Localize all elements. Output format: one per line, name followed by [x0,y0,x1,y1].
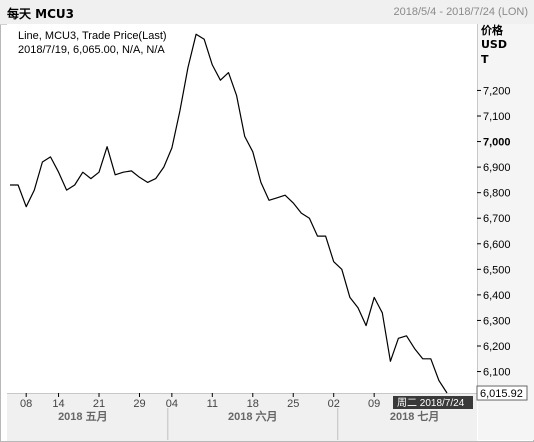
x-tick-label: 04 [166,398,178,410]
y-tick-label: 6,900 [483,162,511,174]
x-tick-label: 21 [93,398,105,410]
plot-area[interactable] [7,24,478,392]
x-tick-label: 11 [207,398,218,410]
chart-header: 每天 MCU3 2018/5/4 - 2018/7/24 (LON) [0,0,534,25]
y-tick-label: 7,000 [483,137,511,149]
x-tick-label: 25 [287,398,299,410]
y-axis-panel [478,24,534,440]
y-tick-label: 6,700 [483,213,511,225]
legend-series-line: Line, MCU3, Trade Price(Last) [18,30,167,42]
crosshair-date-label: 周二 2018/7/24 [397,397,465,409]
chart-instrument-title: 每天 MCU3 [7,7,75,21]
y-unit-currency: USD [481,38,507,51]
y-tick-label: 6,100 [483,367,511,379]
date-range-label: 2018/5/4 - 2018/7/24 (LON) [393,6,528,18]
legend-value-line: 2018/7/19, 6,065.00, N/A, N/A [18,44,165,56]
y-tick-label: 6,300 [483,315,511,327]
y-tick-label: 6,600 [483,239,511,251]
y-tick-label: 6,800 [483,188,511,200]
y-unit-tonne: T [481,53,489,66]
y-tick-label: 7,100 [483,111,511,123]
x-tick-label: 14 [52,398,64,410]
y-tick-label: 7,200 [483,85,511,97]
y-tick-label: 6,200 [483,341,511,353]
crosshair-date-box [393,396,473,409]
x-tick-label: 09 [368,398,380,410]
x-tick-label: 08 [20,398,32,410]
y-tick-label: 6,500 [483,264,511,276]
last-price-label: 6,015.92 [480,388,523,400]
chart-legend: Line, MCU3, Trade Price(Last) 2018/7/19,… [18,29,167,57]
price-line [10,33,448,394]
month-label: 2018 七月 [390,409,440,423]
last-price-marker [476,385,528,401]
x-tick-label: 18 [247,398,259,410]
month-label: 2018 六月 [228,409,278,423]
y-unit-price: 价格 [481,24,503,37]
x-tick-label: 29 [133,398,145,410]
y-tick-label: 6,400 [483,290,511,302]
x-tick-label: 02 [328,398,340,410]
month-label: 2018 五月 [58,410,108,423]
